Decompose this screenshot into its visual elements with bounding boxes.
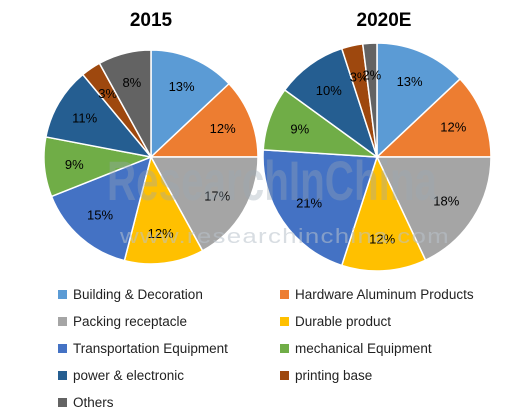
slice-data-label: 13% (169, 79, 195, 94)
legend-item-building-decoration: Building & Decoration (58, 287, 280, 302)
legend-swatch (280, 344, 289, 353)
legend-swatch (58, 398, 67, 407)
legend-item-packing-receptacle: Packing receptacle (58, 314, 280, 329)
slice-data-label: 12% (148, 226, 174, 241)
legend-label: mechanical Equipment (295, 341, 432, 356)
legend-swatch (58, 290, 67, 299)
slice-data-label: 3% (350, 69, 369, 84)
legend-row: Others (58, 389, 518, 416)
slice-data-label: 9% (65, 157, 84, 172)
legend-label: printing base (295, 368, 373, 383)
slice-data-label: 18% (433, 193, 459, 208)
legend-item-power-electronic: power & electronic (58, 368, 280, 383)
legend-swatch (58, 344, 67, 353)
pie-slice-transportation-equipment (50, 155, 153, 262)
pie-title-2015: 2015 (130, 10, 173, 31)
legend-swatch (280, 290, 289, 299)
slice-data-label: 12% (210, 121, 236, 136)
pie-slice-power-electronic (283, 47, 379, 159)
legend-swatch (58, 371, 67, 380)
pie-slice-building-decoration (150, 49, 231, 159)
legend-swatch (280, 317, 289, 326)
legend-item-printing-base: printing base (280, 368, 510, 383)
slice-data-label: 10% (316, 83, 342, 98)
slice-data-label: 13% (397, 74, 423, 89)
legend-row: Transportation Equipment mechanical Equi… (58, 335, 518, 362)
pie-slice-durable-product (123, 154, 204, 265)
pie-slice-hardware-aluminum-products (149, 82, 259, 158)
slice-data-label: 12% (440, 119, 466, 134)
legend-label: Packing receptacle (73, 314, 188, 329)
legend-row: power & electronic printing base (58, 362, 518, 389)
slice-data-label: 9% (290, 122, 309, 137)
legend-label: Transportation Equipment (73, 341, 228, 356)
pie-2020e: 13% 12% 18% 12% 21% 9% 10% 3%2% (262, 42, 492, 272)
pie-slice-others (361, 42, 378, 158)
legend: Building & Decoration Hardware Aluminum … (58, 281, 518, 416)
slice-data-label: 3% (98, 86, 117, 101)
slice-data-label: 8% (122, 75, 141, 90)
pie-title-2020e: 2020E (357, 10, 412, 31)
slice-data-label: 12% (369, 231, 395, 246)
legend-item-transportation-equipment: Transportation Equipment (58, 341, 280, 356)
pie-2015: 13% 12% 17% 12% 15% 9% 11%3% 8% (43, 49, 259, 265)
pie-slice-packing-receptacle (375, 156, 492, 262)
pie-slice-transportation-equipment (262, 149, 379, 267)
legend-swatch (280, 371, 289, 380)
pie-slice-power-electronic (45, 73, 153, 159)
pie-slice-durable-product (340, 154, 427, 272)
legend-item-others: Others (58, 395, 280, 410)
legend-row: Packing receptacle Durable product (58, 308, 518, 335)
legend-label: Hardware Aluminum Products (295, 287, 474, 302)
slice-data-label: 17% (204, 189, 230, 204)
slice-data-label: 15% (87, 207, 113, 222)
slice-data-label: 11% (72, 110, 97, 125)
slice-data-label: 2% (362, 68, 381, 83)
pie-slice-packing-receptacle (149, 156, 259, 252)
legend-item-durable-product: Durable product (280, 314, 510, 329)
legend-label: Building & Decoration (73, 287, 203, 302)
legend-row: Building & Decoration Hardware Aluminum … (58, 281, 518, 308)
legend-label: power & electronic (73, 368, 185, 383)
pie-slice-building-decoration (376, 42, 462, 159)
legend-label: Others (73, 395, 114, 410)
legend-item-hardware-aluminum: Hardware Aluminum Products (280, 287, 510, 302)
legend-label: Durable product (295, 314, 392, 329)
legend-item-mechanical-equipment: mechanical Equipment (280, 341, 510, 356)
pie-slice-others (98, 49, 152, 158)
slice-data-label: 21% (296, 196, 322, 211)
pie-slice-hardware-aluminum-products (375, 77, 492, 158)
legend-swatch (58, 317, 67, 326)
